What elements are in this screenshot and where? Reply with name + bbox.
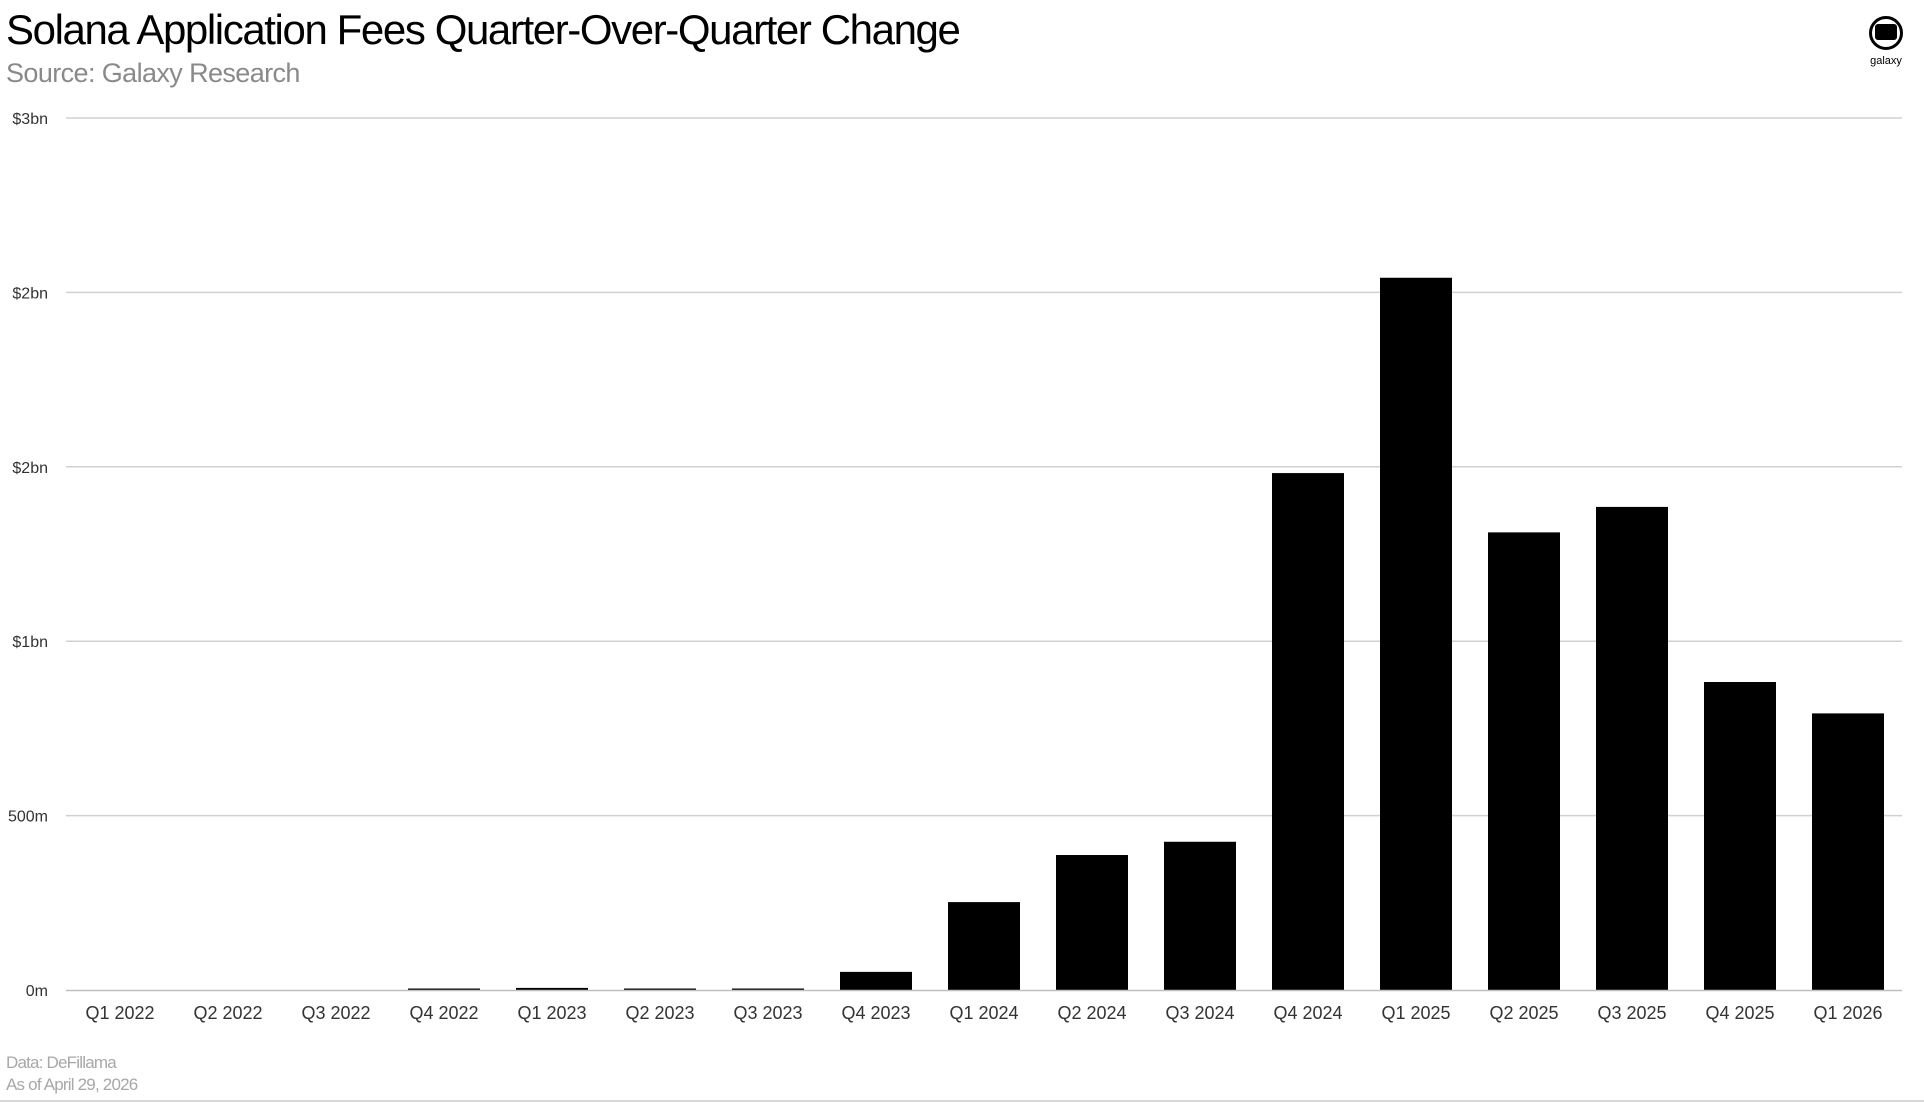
y-tick-label: 0m [26,983,48,1000]
galaxy-logo: galaxy [1862,16,1910,72]
y-tick-label: $3bn [12,111,48,128]
y-tick-label: $1bn [12,634,48,651]
bar [1704,682,1776,990]
x-tick-label: Q1 2023 [517,1003,586,1023]
bar [1488,532,1560,990]
bar [1596,506,1668,990]
as-of-date-note: As of April 29, 2026 [6,1075,138,1094]
x-tick-label: Q4 2025 [1705,1003,1774,1023]
bar [1380,277,1452,991]
chart-subtitle: Source: Galaxy Research [6,58,300,88]
x-tick-label: Q4 2024 [1273,1003,1342,1023]
bar [516,987,588,990]
x-tick-label: Q1 2022 [85,1003,154,1023]
bar [1272,473,1344,991]
bar [408,988,480,990]
x-tick-label: Q3 2024 [1165,1003,1234,1023]
x-tick-label: Q1 2024 [949,1003,1018,1023]
bars [408,277,1884,991]
x-tick-label: Q1 2026 [1813,1003,1882,1023]
bar [1812,713,1884,990]
data-source-note: Data: DeFillama [6,1053,117,1072]
galaxy-logo-text: galaxy [1870,55,1902,67]
y-axis-tick-labels: 0m 500m $1bn $2bn $2bn $3bn [8,111,48,1000]
x-tick-label: Q3 2023 [733,1003,802,1023]
y-tick-label: $2bn [12,460,48,477]
x-tick-label: Q3 2025 [1597,1003,1666,1023]
x-tick-label: Q2 2022 [193,1003,262,1023]
x-tick-label: Q2 2023 [625,1003,694,1023]
bar [840,971,912,990]
bar [624,988,696,990]
x-tick-label: Q2 2025 [1489,1003,1558,1023]
bar [1164,841,1236,990]
bar [732,988,804,990]
bar [1056,855,1128,990]
bottom-divider [0,1100,1924,1102]
galaxy-logo-icon [1869,16,1903,50]
chart-title: Solana Application Fees Quarter-Over-Qua… [6,6,961,53]
y-tick-label: $2bn [12,285,48,302]
x-tick-label: Q1 2025 [1381,1003,1450,1023]
x-tick-label: Q3 2022 [301,1003,370,1023]
y-tick-label: 500m [8,809,48,826]
bar [948,902,1020,990]
x-axis-tick-labels: Q1 2022 Q2 2022 Q3 2022 Q4 2022 Q1 2023 Q2 20… [85,1003,1882,1023]
x-tick-label: Q2 2024 [1057,1003,1126,1023]
x-tick-label: Q4 2023 [841,1003,910,1023]
x-tick-label: Q4 2022 [409,1003,478,1023]
